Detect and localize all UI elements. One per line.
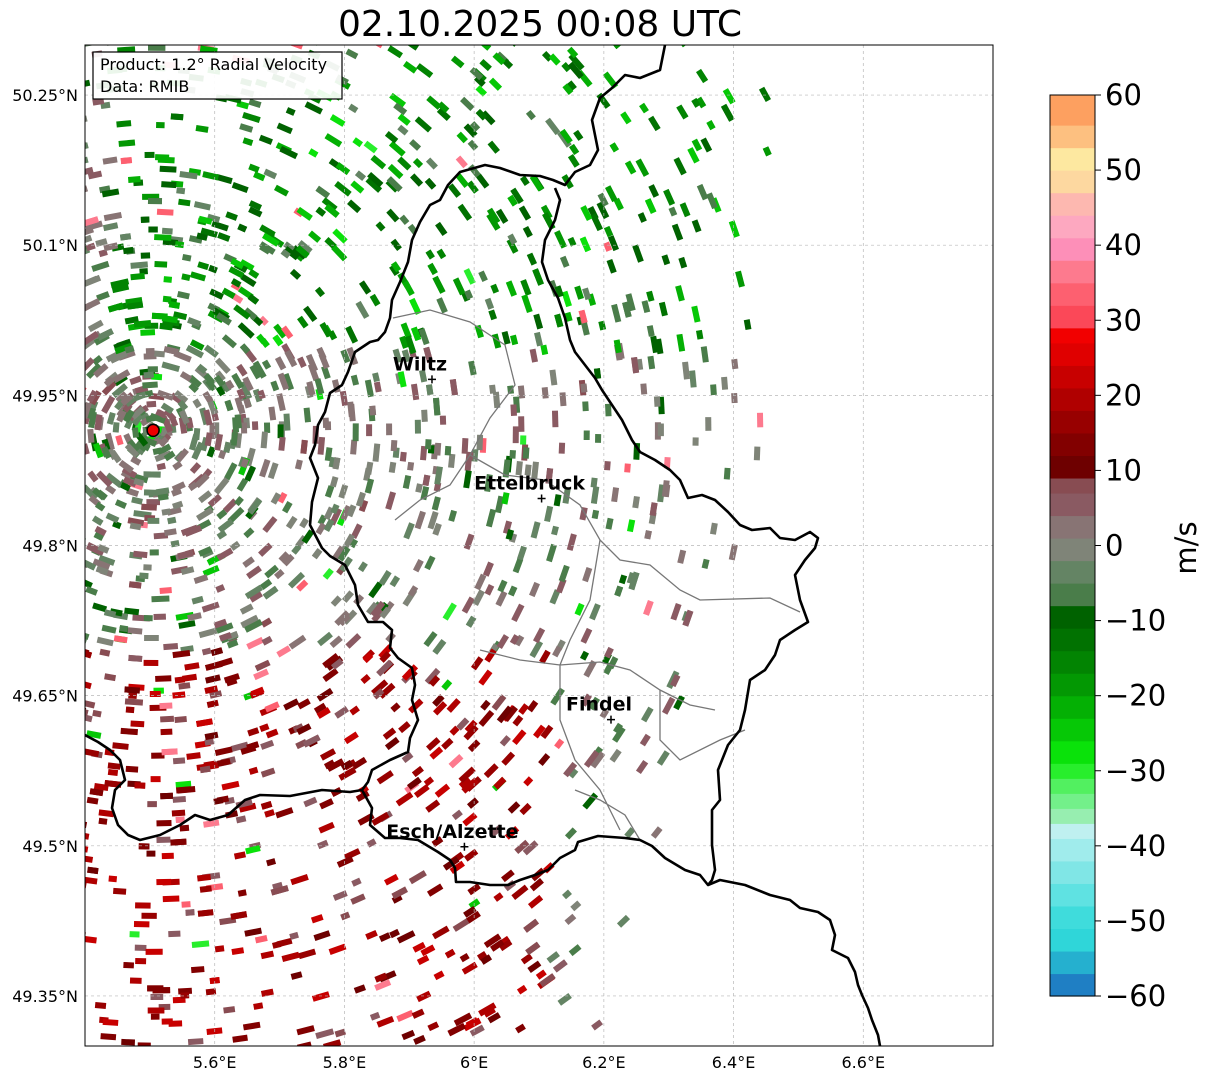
colorbar-segment — [1050, 883, 1095, 907]
colorbar-segment — [1050, 778, 1095, 794]
city-markers: Wiltz Ettelbruck Findel Esch/Alzette — [386, 353, 632, 851]
colorbar-segment — [1050, 95, 1095, 126]
colorbar-segments — [1050, 95, 1095, 997]
city-marker — [537, 494, 546, 503]
velocity-echoes — [85, 45, 772, 1046]
colorbar-label: m/s — [1169, 521, 1203, 574]
colorbar-segment — [1050, 515, 1095, 539]
colorbar-segment — [1050, 192, 1095, 216]
info-box-frame — [92, 51, 343, 100]
y-tick-label: 49.35°N — [12, 987, 78, 1006]
colorbar-segment — [1050, 260, 1095, 284]
info-data-source: Data: RMIB — [100, 77, 189, 96]
colorbar-segment — [1050, 860, 1095, 884]
colorbar-tick-label: −60 — [1105, 979, 1166, 1013]
colorbar-segment — [1050, 125, 1095, 149]
colorbar-tick-label: −40 — [1105, 829, 1166, 863]
colorbar-ticks: 60 50 40 30 20 10 0 −10 −20 −30 −40 −50 −60 — [1095, 78, 1166, 1013]
colorbar-segment — [1050, 695, 1095, 719]
colorbar-segment — [1050, 605, 1095, 629]
colorbar-segment — [1050, 455, 1095, 479]
city-label: Wiltz — [393, 353, 447, 375]
colorbar-tick-label: 40 — [1105, 228, 1142, 262]
colorbar-segment — [1050, 950, 1095, 975]
colorbar-tick-label: −20 — [1105, 679, 1166, 713]
radar-site-marker — [146, 423, 160, 438]
x-tick-label: 6.6°E — [842, 1053, 886, 1072]
y-tick-label: 49.5°N — [22, 837, 78, 856]
info-product: Product: 1.2° Radial Velocity — [100, 55, 327, 74]
colorbar-segment — [1050, 673, 1095, 697]
x-tick-label: 6.4°E — [712, 1053, 756, 1072]
colorbar-segment — [1050, 718, 1095, 742]
y-tick-label: 49.8°N — [22, 537, 78, 556]
colorbar-segment — [1050, 215, 1095, 239]
colorbar-segment — [1050, 432, 1095, 457]
map-area: Wiltz Ettelbruck Findel Esch/Alzette — [85, 45, 993, 1046]
colorbar-tick-label: 50 — [1105, 153, 1142, 187]
y-axis-ticks: 49.35°N 49.5°N 49.65°N 49.8°N 49.95°N 50.1°N 5… — [12, 86, 78, 1006]
colorbar-segment — [1050, 170, 1095, 194]
colorbar-segment — [1050, 282, 1095, 306]
country-borders — [85, 45, 882, 1046]
x-axis-ticks: 5.6°E 5.8°E 6°E 6.2°E 6.4°E 6.6°E — [193, 1053, 885, 1072]
colorbar-segment — [1050, 387, 1095, 411]
colorbar-segment — [1050, 583, 1095, 607]
city-marker — [460, 842, 469, 851]
colorbar-segment — [1050, 823, 1095, 839]
colorbar-tick-label: 60 — [1105, 78, 1142, 112]
colorbar-segment — [1050, 763, 1095, 779]
colorbar-segment — [1050, 327, 1095, 344]
info-box: Product: 1.2° Radial Velocity Data: RMIB — [92, 51, 343, 100]
colorbar-segment — [1050, 237, 1095, 261]
colorbar-segment — [1050, 628, 1095, 652]
colorbar-segment — [1050, 537, 1095, 562]
colorbar-segment — [1050, 147, 1095, 171]
colorbar-segment — [1050, 342, 1095, 366]
figure-title: 02.10.2025 00:08 UTC — [337, 4, 743, 45]
y-tick-label: 50.1°N — [22, 236, 78, 255]
colorbar-tick-label: −50 — [1105, 904, 1166, 938]
colorbar-tick-label: 0 — [1105, 529, 1123, 563]
colorbar-segment — [1050, 905, 1095, 930]
city-label: Ettelbruck — [474, 472, 585, 494]
y-tick-label: 49.95°N — [12, 386, 78, 405]
colorbar-segment — [1050, 808, 1095, 824]
colorbar-tick-label: −30 — [1105, 754, 1166, 788]
colorbar-segment — [1050, 838, 1095, 862]
x-tick-label: 5.8°E — [323, 1053, 367, 1072]
city-marker — [427, 375, 436, 384]
radar-dot — [146, 423, 160, 438]
city-marker — [606, 715, 615, 724]
colorbar-segment — [1050, 740, 1095, 764]
colorbar-segment — [1050, 928, 1095, 952]
colorbar: 60 50 40 30 20 10 0 −10 −20 −30 −40 −50 −60 m/s — [1049, 78, 1203, 1013]
map-frame — [84, 44, 994, 1047]
colorbar-segment — [1050, 365, 1095, 389]
y-tick-label: 49.65°N — [12, 687, 78, 706]
colorbar-segment — [1050, 793, 1095, 809]
city-label: Esch/Alzette — [386, 821, 518, 843]
colorbar-segment — [1050, 305, 1095, 329]
colorbar-tick-label: 20 — [1105, 378, 1142, 412]
canton-boundaries — [392, 309, 801, 841]
colorbar-segment — [1050, 492, 1095, 517]
colorbar-segment — [1050, 410, 1095, 434]
colorbar-tick-label: 30 — [1105, 303, 1142, 337]
colorbar-tick-label: −10 — [1105, 604, 1166, 638]
city-label: Findel — [566, 694, 632, 716]
colorbar-segment — [1050, 973, 1095, 997]
colorbar-segment — [1050, 560, 1095, 584]
colorbar-segment — [1050, 650, 1095, 674]
colorbar-tick-label: 10 — [1105, 453, 1142, 487]
gridlines — [85, 45, 993, 1046]
y-tick-label: 50.25°N — [12, 86, 78, 105]
x-tick-label: 6°E — [460, 1053, 488, 1072]
x-tick-label: 5.6°E — [193, 1053, 237, 1072]
x-tick-label: 6.2°E — [582, 1053, 626, 1072]
colorbar-segment — [1050, 477, 1095, 494]
